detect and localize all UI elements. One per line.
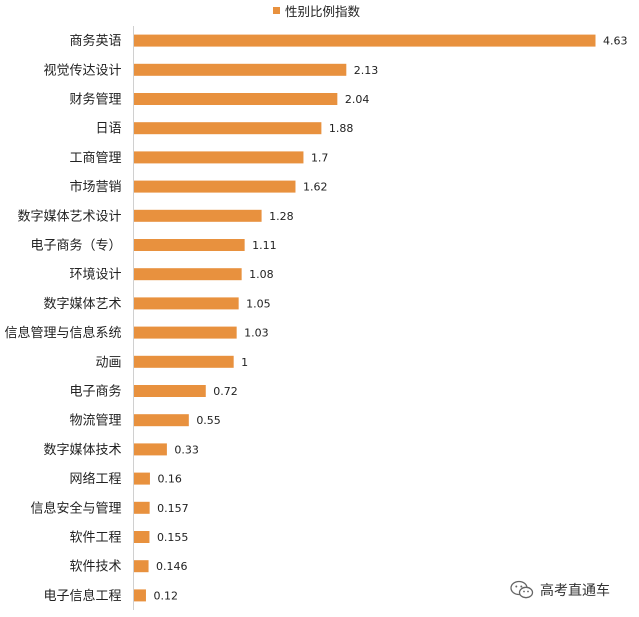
category-label: 电子商务 [69, 384, 121, 400]
category-label: 物流管理 [69, 414, 121, 429]
category-label: 财务管理 [69, 92, 121, 108]
value-label: 0.33 [174, 443, 199, 456]
bar [134, 501, 150, 514]
category-label: 视觉传达设计 [43, 63, 121, 78]
bar [134, 414, 189, 427]
value-label: 1.05 [246, 297, 271, 310]
bar [134, 326, 237, 339]
category-label: 信息安全与管理 [30, 500, 121, 516]
bar [134, 385, 206, 397]
category-label: 工商管理 [69, 151, 121, 166]
category-label: 数字媒体技术 [43, 443, 121, 458]
bar [134, 560, 149, 573]
category-label: 商务英语 [69, 33, 121, 49]
bar [134, 180, 296, 193]
category-label: 日语 [95, 122, 121, 137]
bar [134, 297, 239, 310]
category-label: 信息管理与信息系统 [4, 325, 121, 341]
bar [134, 34, 596, 47]
value-label: 1.7 [311, 151, 329, 164]
bar [134, 239, 245, 251]
value-label: 1.88 [329, 122, 354, 135]
chart-legend: 性别比例指数 [273, 1, 360, 20]
category-label: 软件工程 [69, 531, 121, 546]
legend-swatch [273, 7, 280, 14]
category-label: 电子商务（专） [30, 238, 121, 254]
value-label: 1 [241, 356, 248, 369]
bar [134, 151, 304, 164]
category-label: 软件技术 [69, 560, 121, 575]
value-label: 1.28 [269, 210, 294, 223]
bar [134, 63, 347, 76]
watermark-text: 高考直通车 [540, 583, 610, 599]
bar [134, 355, 234, 368]
bar [134, 589, 146, 602]
bar [134, 122, 322, 135]
category-label: 数字媒体艺术设计 [17, 209, 121, 224]
bar [134, 209, 262, 222]
value-label: 4.63 [603, 35, 628, 48]
category-label: 市场营销 [69, 179, 121, 195]
category-label: 环境设计 [69, 268, 121, 283]
legend-label: 性别比例指数 [285, 4, 361, 19]
category-label: 动画 [95, 355, 121, 370]
value-label: 0.55 [196, 414, 221, 427]
bar [134, 531, 150, 543]
bar [134, 93, 338, 105]
bar [134, 472, 150, 485]
category-label: 数字媒体艺术 [43, 297, 121, 312]
value-label: 0.12 [153, 589, 178, 602]
value-label: 1.62 [303, 181, 328, 194]
value-label: 0.155 [157, 531, 189, 544]
value-label: 2.04 [345, 93, 370, 106]
value-label: 1.11 [252, 239, 276, 252]
value-label: 0.146 [156, 560, 188, 573]
category-label: 网络工程 [69, 471, 121, 487]
value-label: 0.72 [213, 385, 238, 398]
wechat-icon [510, 580, 534, 599]
value-label: 2.13 [354, 64, 379, 77]
value-label: 0.157 [157, 502, 189, 515]
value-label: 1.08 [249, 268, 273, 281]
value-label: 1.03 [244, 327, 269, 340]
bar [134, 443, 167, 456]
category-label: 电子信息工程 [43, 588, 121, 604]
value-label: 0.16 [157, 473, 182, 486]
watermark: 高考直通车 [510, 580, 610, 600]
bar [134, 268, 242, 281]
